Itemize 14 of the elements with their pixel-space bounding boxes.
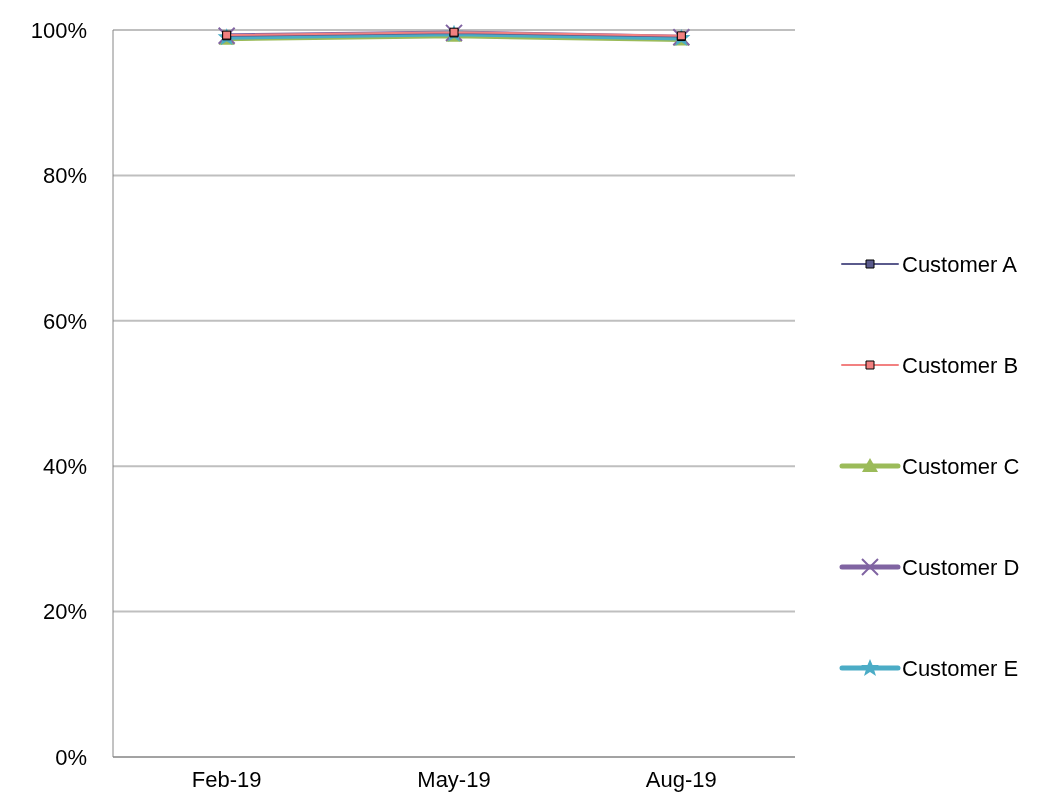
- y-tick-label: 20%: [42, 599, 87, 625]
- legend-label: Customer C: [902, 453, 1020, 479]
- y-tick-label: 60%: [42, 308, 87, 334]
- x-tick-label: Aug-19: [645, 767, 717, 792]
- legend-label: Customer E: [902, 655, 1019, 681]
- x-tick-label: Feb-19: [191, 767, 262, 792]
- legend-label: Customer D: [902, 554, 1020, 580]
- legend-label: Customer B: [902, 352, 1019, 378]
- y-tick-label: 100%: [30, 17, 87, 43]
- y-tick-label: 80%: [42, 163, 87, 189]
- x-tick-label: May-19: [417, 767, 491, 792]
- y-tick-label: 40%: [42, 453, 87, 479]
- legend-label: Customer A: [902, 251, 1018, 277]
- y-tick-label: 0%: [55, 744, 87, 770]
